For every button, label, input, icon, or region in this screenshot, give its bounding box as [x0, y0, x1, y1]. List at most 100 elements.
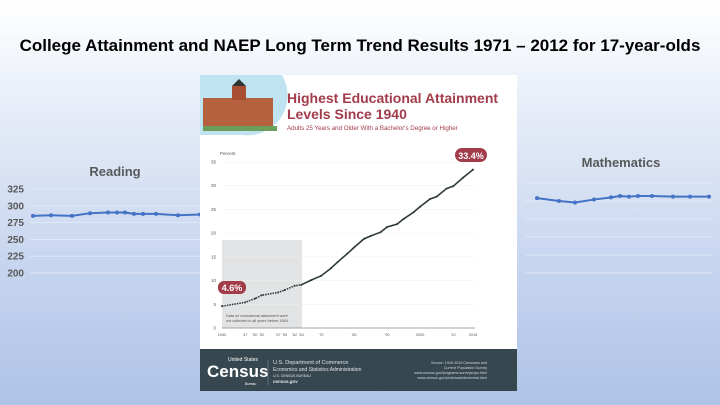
data-point: [254, 297, 257, 300]
y-tick-label: 5: [213, 302, 216, 307]
y-tick-label: 30: [211, 183, 217, 188]
y-tick-label: 15: [211, 254, 217, 259]
data-point: [412, 211, 415, 214]
data-point: [369, 234, 372, 237]
data-point: [310, 279, 313, 282]
data-point: [650, 193, 654, 198]
svg-text:4.6%: 4.6%: [222, 283, 243, 293]
x-tick-label: '52: [259, 333, 264, 337]
data-point: [557, 199, 561, 203]
data-point: [31, 213, 35, 218]
data-point: [592, 197, 596, 202]
data-point: [379, 231, 382, 234]
census-subtitle: Adults 25 Years and Older With a Bachelo…: [287, 125, 458, 132]
data-point: [707, 194, 711, 199]
y-tick-label: 225: [7, 252, 24, 263]
data-point: [402, 217, 405, 220]
data-point: [336, 261, 339, 264]
shaded-note: Data on educational attainment were: [226, 314, 288, 318]
series-line: [32, 211, 201, 217]
data-point: [445, 187, 448, 190]
data-point: [329, 267, 332, 270]
data-point: [293, 284, 296, 287]
data-point: [106, 210, 110, 215]
census-ylabel: Percent: [220, 151, 236, 156]
y-tick-label: 10: [211, 278, 217, 283]
data-point: [221, 305, 223, 308]
courthouse-illustration: [200, 75, 288, 136]
svg-text:www.census.gov/programs-survey: www.census.gov/programs-surveys/cps.html: [414, 371, 487, 375]
data-point: [609, 195, 613, 200]
x-tick-label: 1940: [218, 333, 226, 337]
svg-text:census.gov: census.gov: [273, 379, 298, 384]
x-tick-label: '62: [292, 333, 297, 337]
svg-text:www.census.gov/prod/www/decenn: www.census.gov/prod/www/decennial.html: [417, 376, 487, 380]
y-tick-label: 0: [213, 326, 216, 331]
data-point: [132, 211, 136, 216]
y-tick-label: 35: [211, 160, 217, 165]
data-point: [419, 205, 422, 208]
data-point: [396, 223, 399, 226]
svg-text:33.4%: 33.4%: [458, 151, 484, 161]
data-point: [429, 197, 432, 200]
x-tick-label: '10: [451, 333, 456, 337]
svg-text:Economics and Statistics Admin: Economics and Statistics Administration: [273, 367, 362, 373]
data-point: [688, 194, 692, 199]
svg-text:not collected in all years bef: not collected in all years before 1964.: [226, 319, 289, 323]
y-tick-label: 200: [7, 269, 24, 280]
data-point: [115, 210, 119, 215]
svg-text:U.S. CENSUS BUREAU: U.S. CENSUS BUREAU: [273, 374, 311, 378]
data-point: [452, 185, 455, 188]
data-point: [300, 283, 303, 286]
data-point: [435, 195, 438, 198]
x-tick-label: '80: [352, 333, 357, 337]
data-point: [123, 210, 127, 215]
data-point: [671, 194, 675, 199]
data-point: [154, 211, 158, 216]
y-tick-label: 275: [7, 218, 24, 229]
annotation-start: 4.6%: [218, 281, 246, 294]
data-point: [176, 213, 180, 218]
math-title: Mathematics: [582, 155, 661, 170]
x-tick-label: 2016: [469, 333, 477, 337]
svg-text:U.S. Department of Commerce: U.S. Department of Commerce: [273, 360, 349, 366]
x-tick-label: '70: [319, 333, 324, 337]
data-point: [88, 211, 92, 216]
y-tick-label: 325: [7, 185, 24, 196]
x-tick-label: '57: [276, 333, 281, 337]
svg-text:Bureau: Bureau: [245, 382, 256, 386]
census-title-2: Levels Since 1940: [287, 106, 407, 122]
data-point: [618, 193, 622, 198]
census-logo: Census: [207, 362, 268, 381]
data-point: [573, 200, 577, 205]
data-point: [462, 176, 465, 179]
series-line: [536, 194, 709, 204]
y-tick-label: 25: [211, 207, 217, 212]
census-infographic: Highest Educational Attainment Levels Si…: [200, 75, 517, 391]
data-point: [386, 225, 389, 228]
data-point: [472, 168, 474, 171]
x-tick-label: '59: [282, 333, 287, 337]
y-tick-label: 300: [7, 201, 24, 212]
svg-text:Source: 1940-2010 Censuses and: Source: 1940-2010 Censuses and: [431, 361, 487, 365]
data-point: [353, 246, 356, 249]
svg-text:Current Population Survey: Current Population Survey: [444, 366, 487, 370]
series-line-dotted: [221, 284, 302, 307]
y-tick-label: 250: [7, 235, 24, 246]
data-point: [70, 213, 74, 218]
census-logo-top: United States: [228, 357, 259, 363]
annotation-end: 33.4%: [455, 148, 487, 162]
data-point: [244, 301, 247, 304]
census-footer: United States Census Bureau U.S. Departm…: [200, 349, 517, 391]
x-tick-label: '90: [385, 333, 390, 337]
data-point: [49, 213, 53, 218]
reading-chart: Reading 325 300 275 250 225 200: [7, 164, 205, 280]
slide-title: College Attainment and NAEP Long Term Tr…: [19, 36, 701, 55]
data-point: [363, 237, 366, 240]
data-point: [627, 194, 631, 199]
data-point: [535, 196, 539, 201]
x-tick-label: '47: [243, 333, 248, 337]
y-tick-label: 20: [211, 231, 217, 236]
